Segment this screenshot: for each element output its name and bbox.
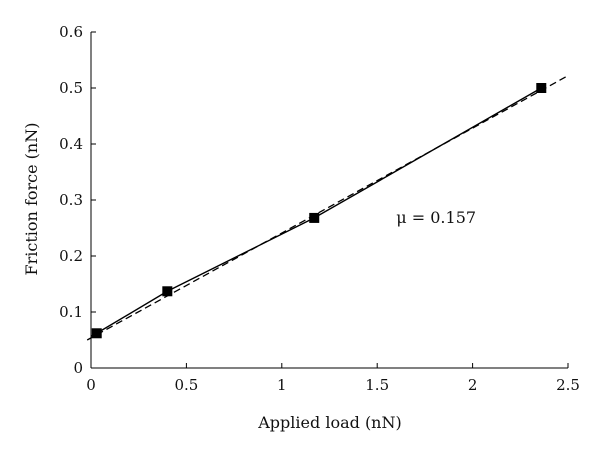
y-tick-label: 0 bbox=[73, 359, 83, 377]
linear-fit-line bbox=[86, 75, 569, 341]
annotations: μ = 0.157 bbox=[396, 208, 476, 227]
y-tick-label: 0.3 bbox=[59, 191, 83, 209]
y-axis-title: Friction force (nN) bbox=[22, 123, 41, 276]
plot-area bbox=[90, 32, 568, 369]
data-point bbox=[309, 212, 320, 223]
y-tick-label: 0.6 bbox=[59, 23, 83, 41]
x-tick-label: 0.5 bbox=[174, 376, 198, 394]
data-point bbox=[536, 83, 547, 93]
fit-lines bbox=[86, 75, 569, 341]
y-tick-label: 0.2 bbox=[59, 247, 83, 265]
x-tick-label: 1.5 bbox=[365, 376, 389, 394]
x-tick-label: 2 bbox=[468, 376, 478, 394]
x-axis-title: Applied load (nN) bbox=[257, 413, 401, 432]
y-axis-ticks: 0 0.1 0.2 0.3 0.4 0.5 0.6 bbox=[59, 23, 96, 377]
data-point bbox=[162, 286, 173, 297]
x-tick-label: 0 bbox=[86, 376, 96, 394]
data-point bbox=[91, 328, 102, 339]
x-tick-label: 1 bbox=[277, 376, 287, 394]
x-axis-ticks: 0 0.5 1 1.5 2 2.5 bbox=[86, 363, 580, 394]
y-tick-label: 0.4 bbox=[59, 135, 83, 153]
y-tick-label: 0.5 bbox=[59, 79, 83, 97]
y-tick-label: 0.1 bbox=[59, 303, 83, 321]
friction-coefficient-label: μ = 0.157 bbox=[396, 208, 476, 227]
x-tick-label: 2.5 bbox=[556, 376, 580, 394]
data-markers bbox=[91, 83, 547, 339]
